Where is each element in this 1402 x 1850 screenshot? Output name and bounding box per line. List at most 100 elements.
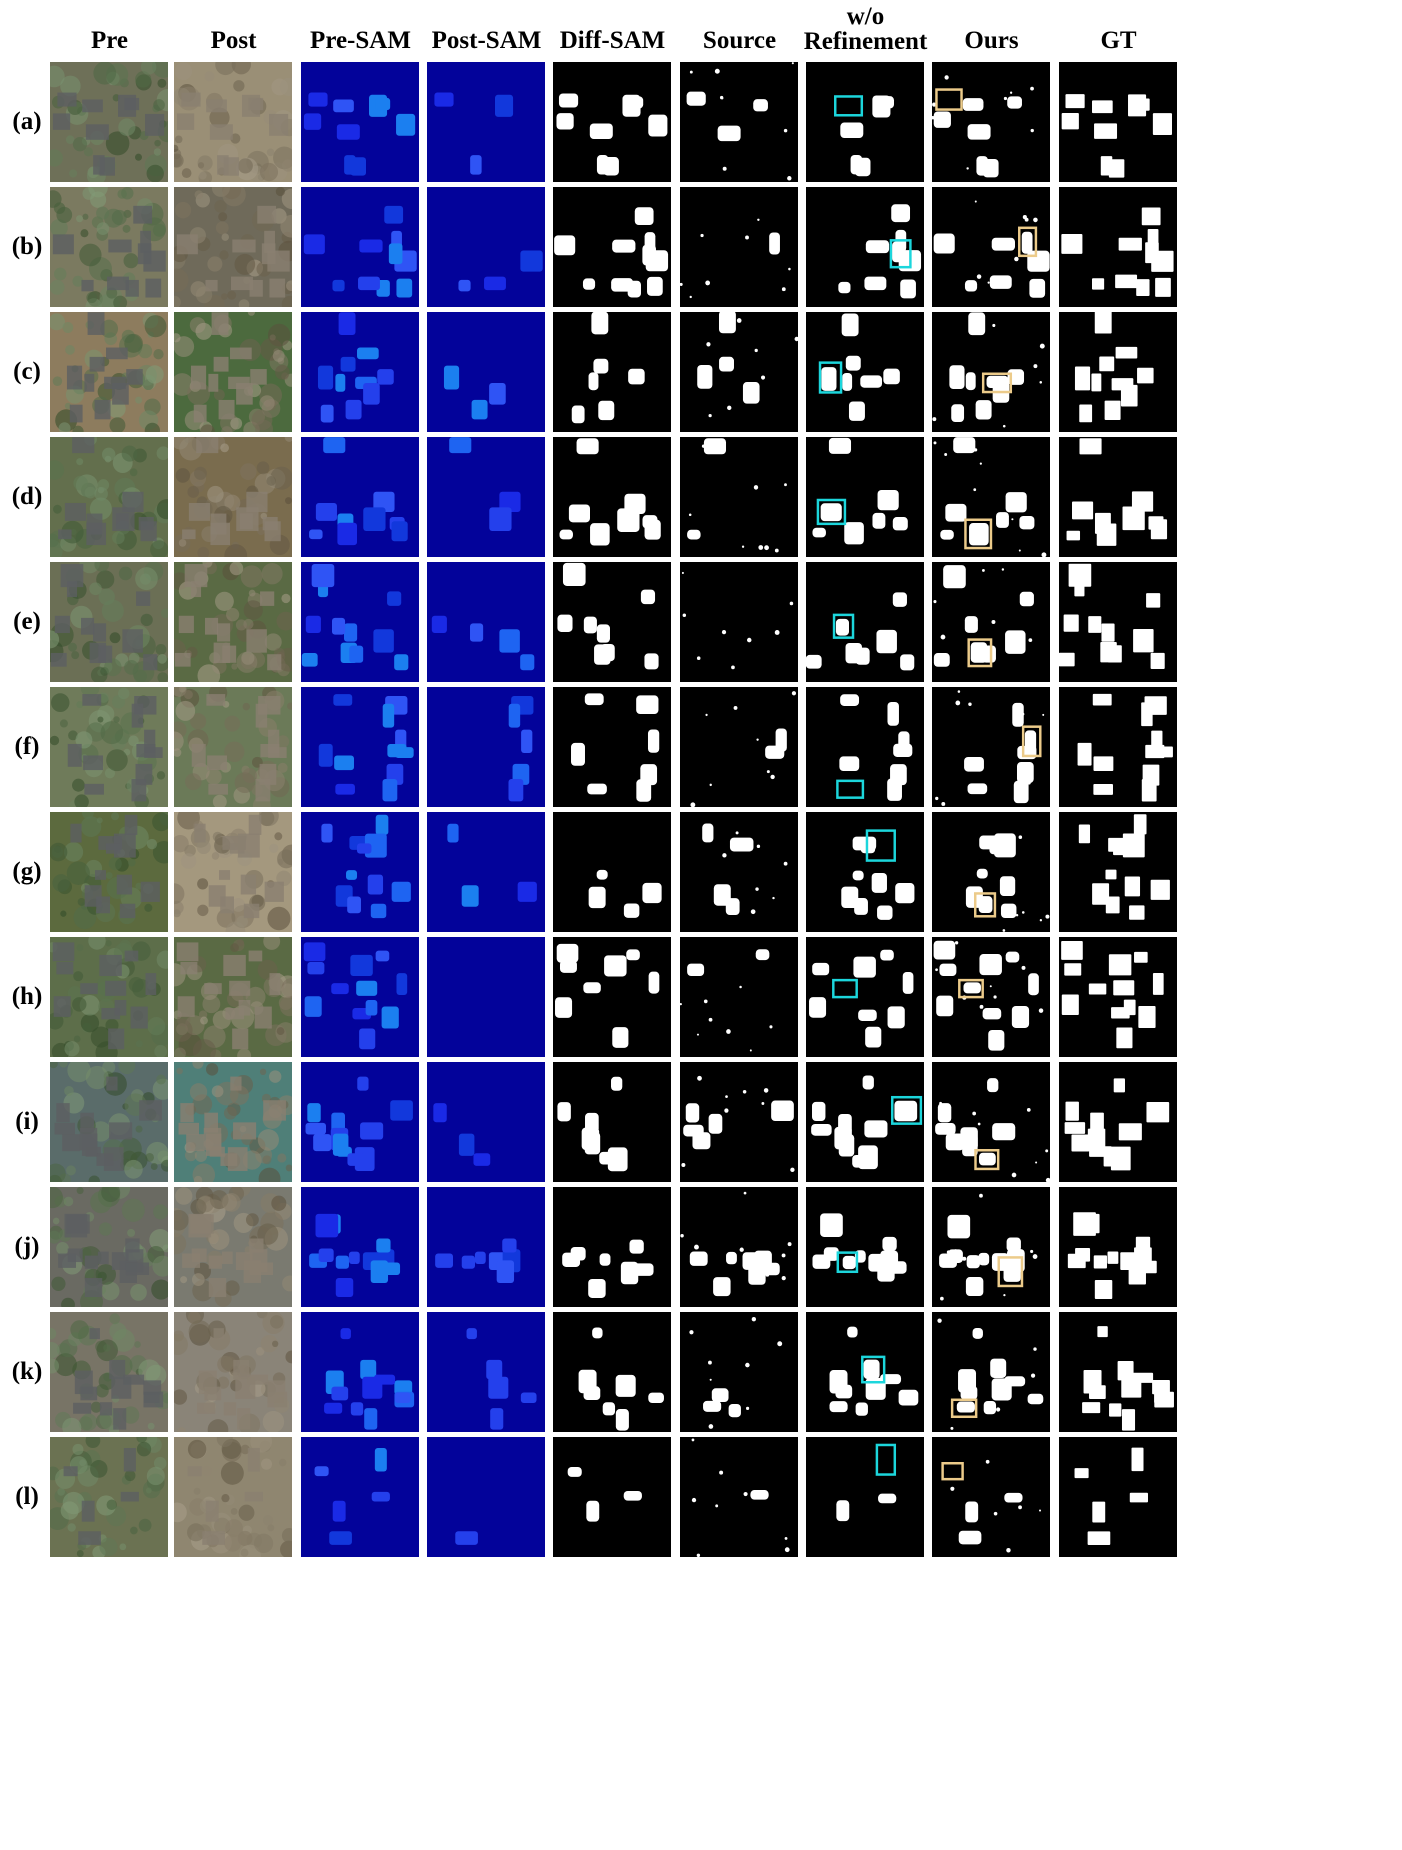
tile-r9-c7: [932, 1187, 1050, 1307]
tile-r6-c6: [806, 812, 924, 932]
tile-r1-c2: [301, 187, 419, 307]
tile-r1-c4: [553, 187, 671, 307]
tile-r11-c0: [50, 1437, 168, 1557]
tile-r1-c7: [932, 187, 1050, 307]
tile-r0-c6: [806, 62, 924, 182]
tile-r5-c4: [553, 687, 671, 807]
tile-r0-c3: [427, 62, 545, 182]
row-label-0: (a): [12, 108, 42, 135]
tile-r8-c2: [301, 1062, 419, 1182]
row-label-6: (g): [12, 858, 42, 885]
tile-r11-c7: [932, 1437, 1050, 1557]
tile-r2-c1: [174, 312, 292, 432]
tile-r4-c1: [174, 562, 292, 682]
tile-r6-c5: [680, 812, 798, 932]
column-header-4: Diff-SAM: [559, 27, 666, 54]
column-header-1: Post: [210, 27, 257, 54]
tile-r0-c8: [1059, 62, 1177, 182]
tile-r10-c3: [427, 1312, 545, 1432]
tile-r7-c3: [427, 937, 545, 1057]
tile-r6-c7: [932, 812, 1050, 932]
tile-r5-c2: [301, 687, 419, 807]
tile-r2-c6: [806, 312, 924, 432]
tile-r6-c0: [50, 812, 168, 932]
row-label-7: (h): [11, 983, 43, 1010]
tile-r8-c6: [806, 1062, 924, 1182]
tile-r1-c0: [50, 187, 168, 307]
tile-r3-c0: [50, 437, 168, 557]
tile-r6-c3: [427, 812, 545, 932]
column-header-0: Pre: [90, 27, 128, 54]
row-label-10: (k): [11, 1358, 43, 1385]
column-header-3: Post-SAM: [431, 27, 542, 54]
tile-r10-c7: [932, 1312, 1050, 1432]
tile-r11-c6: [806, 1437, 924, 1557]
tile-r2-c3: [427, 312, 545, 432]
tile-r9-c5: [680, 1187, 798, 1307]
tile-r4-c2: [301, 562, 419, 682]
tile-r6-c2: [301, 812, 419, 932]
tile-r5-c5: [680, 687, 798, 807]
tile-r9-c0: [50, 1187, 168, 1307]
tile-r4-c7: [932, 562, 1050, 682]
column-header-2: Pre-SAM: [310, 27, 411, 54]
tile-r7-c7: [932, 937, 1050, 1057]
tile-r3-c1: [174, 437, 292, 557]
tile-r4-c6: [806, 562, 924, 682]
tile-r8-c5: [680, 1062, 798, 1182]
tile-r8-c7: [932, 1062, 1050, 1182]
row-label-11: (l): [15, 1483, 39, 1510]
tile-r6-c1: [174, 812, 292, 932]
tile-r1-c5: [680, 187, 798, 307]
tile-r11-c2: [301, 1437, 419, 1557]
tile-r11-c8: [1059, 1437, 1177, 1557]
column-header-8: GT: [1100, 27, 1137, 54]
tile-r8-c1: [174, 1062, 292, 1182]
tile-r2-c0: [50, 312, 168, 432]
tile-r4-c3: [427, 562, 545, 682]
tile-r9-c8: [1059, 1187, 1177, 1307]
tile-r0-c1: [174, 62, 292, 182]
tile-r5-c0: [50, 687, 168, 807]
tile-r8-c0: [50, 1062, 168, 1182]
tile-r8-c3: [427, 1062, 545, 1182]
tile-r9-c1: [174, 1187, 292, 1307]
row-label-9: (j): [14, 1233, 40, 1260]
tile-r2-c4: [553, 312, 671, 432]
tile-r5-c7: [932, 687, 1050, 807]
tile-r10-c8: [1059, 1312, 1177, 1432]
tile-r1-c6: [806, 187, 924, 307]
tile-r1-c3: [427, 187, 545, 307]
tile-r1-c8: [1059, 187, 1177, 307]
row-label-8: (i): [15, 1108, 39, 1135]
tile-r5-c6: [806, 687, 924, 807]
tile-r0-c4: [553, 62, 671, 182]
tile-r7-c6: [806, 937, 924, 1057]
tile-r10-c0: [50, 1312, 168, 1432]
tile-r5-c1: [174, 687, 292, 807]
tile-r2-c2: [301, 312, 419, 432]
tile-r6-c4: [553, 812, 671, 932]
tile-r3-c5: [680, 437, 798, 557]
tile-r7-c1: [174, 937, 292, 1057]
tile-r7-c8: [1059, 937, 1177, 1057]
tile-r11-c1: [174, 1437, 292, 1557]
row-label-3: (d): [11, 483, 43, 510]
tile-r4-c5: [680, 562, 798, 682]
column-header-5: Source: [702, 27, 777, 54]
column-header-6: w/o Refinement: [803, 3, 928, 55]
tile-r2-c7: [932, 312, 1050, 432]
tile-r0-c5: [680, 62, 798, 182]
tile-r3-c3: [427, 437, 545, 557]
column-header-7: Ours: [964, 27, 1019, 54]
tile-r0-c0: [50, 62, 168, 182]
tile-r2-c5: [680, 312, 798, 432]
tile-r3-c7: [932, 437, 1050, 557]
tile-r6-c8: [1059, 812, 1177, 932]
tile-r5-c8: [1059, 687, 1177, 807]
row-label-1: (b): [11, 233, 43, 260]
tile-r3-c2: [301, 437, 419, 557]
row-label-4: (e): [13, 608, 41, 635]
tile-r7-c0: [50, 937, 168, 1057]
tile-r9-c3: [427, 1187, 545, 1307]
